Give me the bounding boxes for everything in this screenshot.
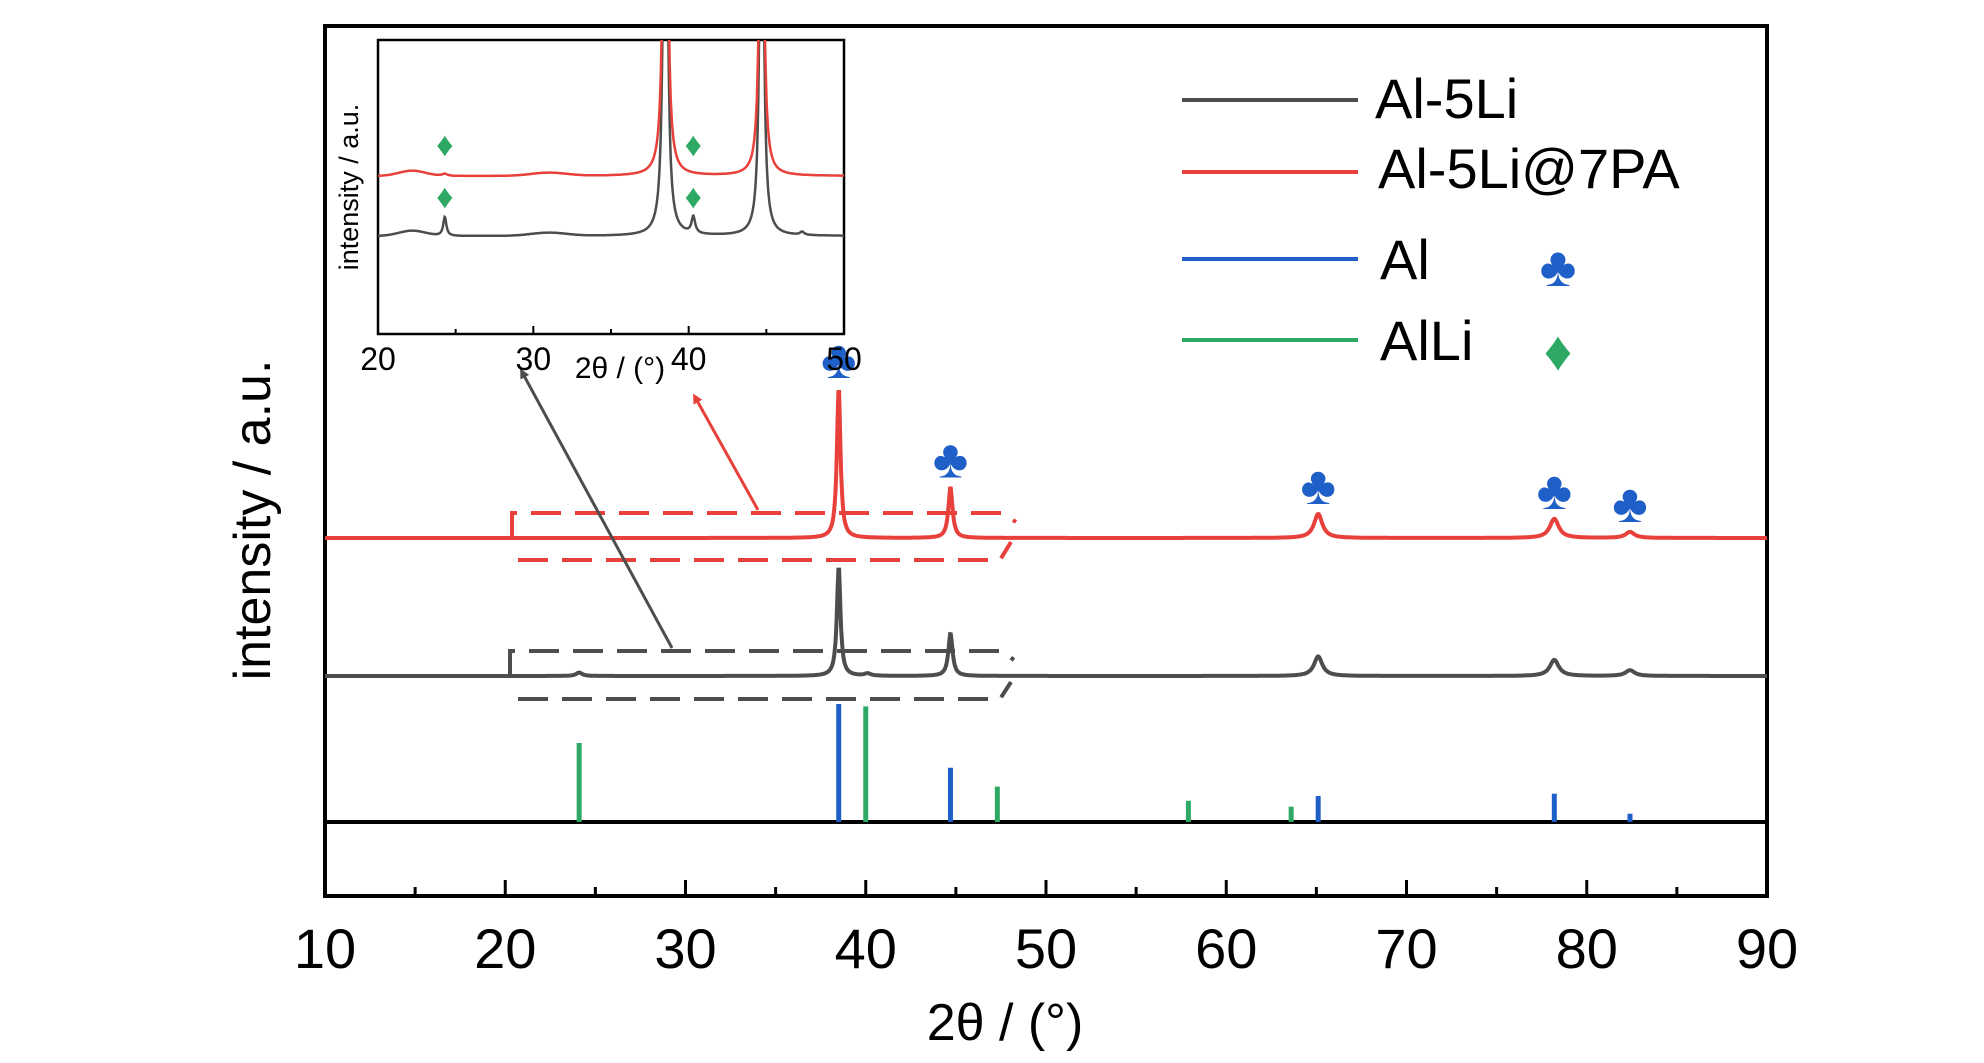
- legend-label-alli: AlLi: [1380, 309, 1473, 372]
- inset-x-tick-labels: 20 30 40 50: [360, 341, 862, 377]
- legend: Al-5Li Al-5Li@7PA Al ♣ AlLi ♦: [1175, 62, 1735, 382]
- highlight-bracket-red: [510, 511, 1018, 562]
- legend-label-al-5li: Al-5Li: [1375, 67, 1518, 130]
- diamond-icon: ♦: [685, 126, 702, 164]
- x-tick-label: 50: [1015, 917, 1077, 980]
- x-axis-tick-labels: 10 20 30 40 50 60 70 80 90: [294, 917, 1798, 980]
- x-axis-ticks: [323, 880, 1769, 896]
- x-tick-label: 10: [294, 917, 356, 980]
- diamond-icon: ♦: [685, 178, 702, 216]
- inset: 20 30 40 50 ♦ ♦ ♦ ♦ 2θ / (°) intensity / a.u.: [334, 38, 862, 385]
- x-tick-label: 30: [654, 917, 716, 980]
- x-tick-label: 40: [835, 917, 897, 980]
- x-axis-label: 2θ / (°): [927, 994, 1084, 1052]
- club-icon: ♣: [1612, 474, 1647, 534]
- y-axis-label: intensity / a.u.: [224, 360, 282, 681]
- peak-markers: ♣ ♣ ♣ ♣ ♣: [821, 330, 1648, 534]
- club-icon: ♣: [1540, 235, 1577, 298]
- x-tick-label: 20: [474, 917, 536, 980]
- inset-x-tick-label: 20: [360, 341, 396, 377]
- diamond-icon: ♦: [436, 178, 453, 216]
- inset-x-tick-label: 40: [671, 341, 707, 377]
- inset-x-tick-label: 50: [826, 341, 862, 377]
- inset-series: [378, 40, 844, 238]
- highlight-bracket-dark: [508, 649, 1016, 701]
- inset-markers: ♦ ♦ ♦ ♦: [436, 126, 702, 216]
- inset-x-tick-label: 30: [516, 341, 552, 377]
- legend-label-al-5li-7pa: Al-5Li@7PA: [1378, 137, 1680, 200]
- inset-x-axis-label: 2θ / (°): [575, 352, 665, 385]
- series-line-al-5li-7pa: [325, 390, 1767, 540]
- club-icon: ♣: [933, 430, 968, 490]
- inset-x-ticks: [377, 326, 845, 334]
- club-icon: ♣: [821, 330, 856, 390]
- inset-series-line-al-5li: [378, 40, 844, 238]
- zoom-arrow-dark: [520, 368, 674, 649]
- x-tick-label: 70: [1375, 917, 1437, 980]
- series-line-al-5li: [325, 567, 1767, 678]
- legend-label-al: Al: [1380, 228, 1430, 291]
- diamond-icon: ♦: [1544, 319, 1573, 382]
- club-icon: ♣: [1300, 456, 1335, 516]
- reference-al-sticks: [836, 704, 1633, 822]
- x-tick-label: 90: [1736, 917, 1798, 980]
- x-tick-label: 60: [1195, 917, 1257, 980]
- zoom-arrow-red: [693, 393, 760, 511]
- diamond-icon: ♦: [436, 126, 453, 164]
- club-icon: ♣: [1537, 461, 1572, 521]
- inset-series-line-al-5li-7pa: [378, 40, 844, 178]
- reference-alli-sticks: [576, 706, 1294, 822]
- inset-y-axis-label: intensity / a.u.: [334, 104, 364, 271]
- main-series: [325, 390, 1767, 678]
- x-tick-label: 80: [1556, 917, 1618, 980]
